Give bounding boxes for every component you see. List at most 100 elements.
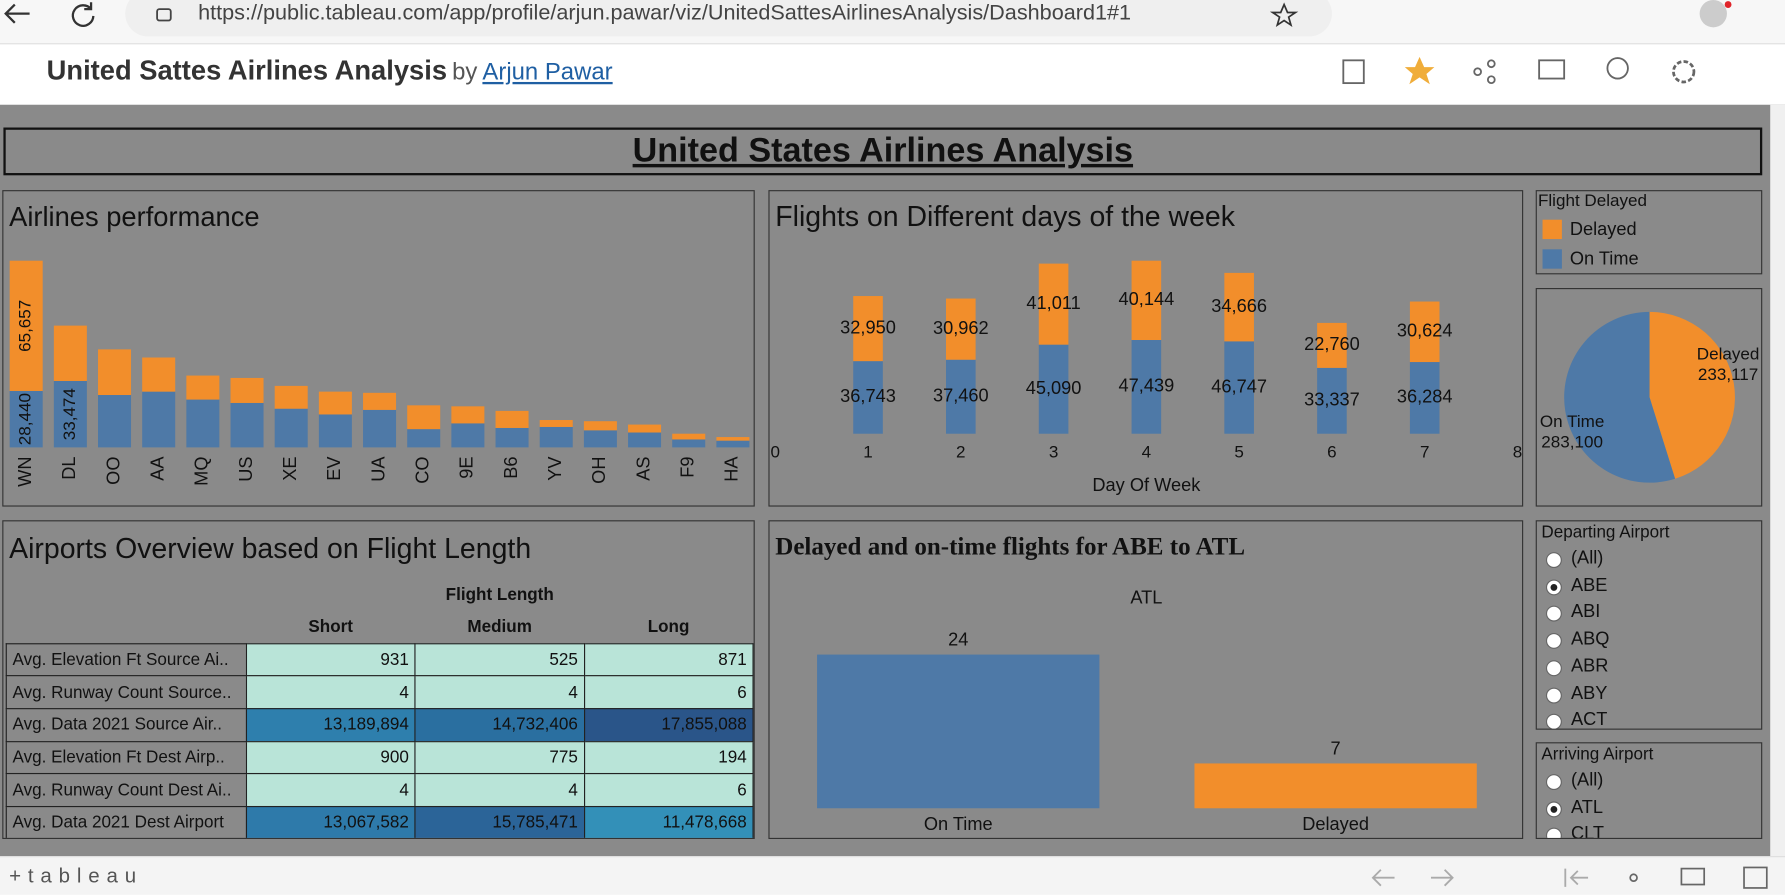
- column-header: Long: [647, 617, 690, 637]
- x-tick-label: YV: [545, 456, 565, 481]
- share-icon[interactable]: [1473, 67, 1482, 77]
- bar-segment: [230, 377, 264, 403]
- fullscreen-button[interactable]: [1743, 866, 1768, 889]
- bar-segment: [716, 437, 750, 441]
- x-tick-label: 2: [956, 443, 966, 462]
- bar-segment: [9, 390, 43, 448]
- x-tick-label: XE: [280, 456, 300, 480]
- x-tick-label: CO: [413, 456, 433, 483]
- radio-label[interactable]: ABI: [1570, 602, 1601, 623]
- table-cell: 4: [414, 675, 585, 710]
- bar-segment: [1131, 260, 1162, 341]
- address-bar[interactable]: [125, 0, 1332, 37]
- radio-button[interactable]: [1545, 579, 1562, 596]
- viz-title-line: United Sattes Airlines Analysis by Arjun…: [47, 56, 613, 88]
- favorite-icon[interactable]: [1269, 2, 1299, 28]
- download-icon[interactable]: [1538, 59, 1566, 80]
- x-tick-label: MQ: [192, 456, 212, 485]
- radio-button[interactable]: [1545, 552, 1562, 569]
- bar-segment: [407, 405, 441, 430]
- table-row: Avg. Runway Count Dest Ai.. 4 4 6: [5, 773, 754, 808]
- data-label: 28,440: [16, 393, 35, 445]
- table-row: Avg. Data 2021 Dest Airport 13,067,582 15,…: [5, 805, 754, 838]
- radio-button[interactable]: [1545, 606, 1562, 623]
- viz-title: United Sattes Airlines Analysis: [46, 55, 448, 87]
- radio-button[interactable]: [1545, 801, 1562, 818]
- departing-filter: Departing Airport (All) ABE ABI ABQ ABR ABY ACT: [1535, 520, 1763, 730]
- profile-icon[interactable]: [1699, 0, 1727, 28]
- url-text[interactable]: https://public.tableau.com/app/profile/a…: [198, 1, 1132, 26]
- bar-segment: [539, 420, 573, 427]
- bar-segment: [539, 426, 573, 448]
- table-panel: Airports Overview based on Flight Length…: [2, 520, 755, 840]
- reset-button[interactable]: [1564, 868, 1589, 887]
- days-chart: Flights on Different days of the week 36,…: [771, 201, 1523, 495]
- redo-button[interactable]: [1430, 869, 1454, 887]
- author-link[interactable]: Arjun Pawar: [482, 59, 613, 86]
- table-cell: 13,189,894: [245, 707, 416, 742]
- radio-label[interactable]: (All): [1570, 548, 1604, 569]
- x-tick-label: HA: [722, 456, 742, 482]
- data-label: 37,460: [933, 386, 989, 406]
- radio-label[interactable]: ABE: [1570, 575, 1608, 596]
- table-title: Airports Overview based on Flight Length: [9, 532, 532, 565]
- radio-label[interactable]: ABR: [1570, 656, 1609, 676]
- download-button[interactable]: [1680, 867, 1706, 886]
- radio-label[interactable]: ATL: [1570, 797, 1604, 818]
- route-panel: Delayed and on-time flights for ABE to A…: [768, 520, 1524, 840]
- x-tick-label: OH: [589, 456, 609, 483]
- row-label: Avg. Data 2021 Source Air..: [5, 707, 247, 742]
- data-label: 7: [1331, 739, 1341, 759]
- table-cell: 4: [245, 773, 416, 808]
- settings-icon[interactable]: [1672, 60, 1696, 84]
- x-tick-label: EV: [324, 456, 344, 481]
- undo-button[interactable]: [1371, 869, 1395, 887]
- radio-label[interactable]: (All): [1570, 770, 1604, 791]
- bar-segment: [1038, 263, 1069, 345]
- data-label: 33,474: [60, 388, 79, 440]
- back-button[interactable]: [4, 3, 30, 24]
- x-tick-label: WN: [15, 456, 35, 486]
- radio-label[interactable]: ABQ: [1570, 629, 1610, 649]
- edit-icon[interactable]: [1342, 59, 1365, 85]
- route-chart: Delayed and on-time flights for ABE to A…: [775, 533, 1477, 834]
- bar-segment: [1194, 763, 1477, 809]
- data-label: 30,962: [933, 318, 989, 338]
- legend-swatch: [1542, 249, 1562, 269]
- table-cell: 194: [583, 740, 754, 775]
- lock-icon: [156, 8, 172, 22]
- table-cell: 4: [245, 675, 416, 710]
- radio-label[interactable]: ABY: [1570, 683, 1608, 703]
- refresh-button[interactable]: [71, 2, 95, 27]
- x-tick-label: DL: [59, 456, 79, 479]
- radio-label[interactable]: ACT: [1570, 710, 1608, 730]
- row-label: Avg. Runway Count Source..: [5, 675, 247, 710]
- column-header: Medium: [467, 617, 532, 637]
- bar-segment: [716, 440, 750, 448]
- radio-button[interactable]: [1545, 633, 1562, 649]
- radio-label[interactable]: CLT: [1570, 824, 1605, 840]
- legend-swatch: [1542, 219, 1562, 240]
- column-header: Short: [308, 617, 353, 637]
- radio-button[interactable]: [1545, 687, 1562, 703]
- x-tick-label: 4: [1142, 443, 1152, 462]
- legend-title: Flight Delayed: [1538, 191, 1647, 210]
- radio-button[interactable]: [1545, 660, 1562, 676]
- star-icon[interactable]: [1404, 56, 1435, 85]
- pie-slice: [1564, 311, 1676, 483]
- radio-button[interactable]: [1545, 828, 1562, 838]
- bar-segment: [274, 408, 308, 448]
- metrics-icon[interactable]: [1606, 57, 1629, 80]
- radio-button[interactable]: [1545, 713, 1562, 729]
- x-tick-label: 8: [1513, 443, 1523, 462]
- share-button[interactable]: [1629, 873, 1638, 882]
- header-row: Short Medium Long: [6, 611, 753, 643]
- header-icons: [1342, 56, 1696, 85]
- radio-button[interactable]: [1545, 774, 1562, 791]
- table-cell: 14,732,406: [414, 707, 585, 742]
- tableau-logo[interactable]: +tableau: [9, 864, 143, 887]
- table-cell: 6: [583, 675, 754, 710]
- facet-label: ATL: [1130, 588, 1162, 608]
- x-tick-label: F9: [678, 456, 698, 477]
